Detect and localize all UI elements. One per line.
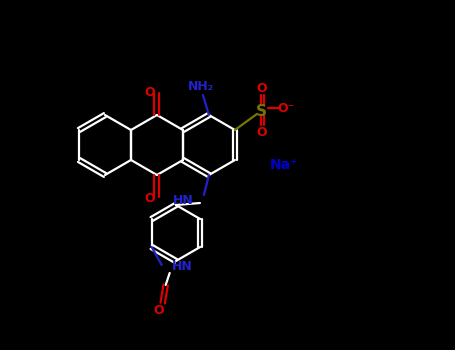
Text: O: O	[257, 82, 267, 95]
Text: HN: HN	[173, 195, 194, 208]
Text: O⁻: O⁻	[277, 102, 294, 114]
Text: O: O	[153, 303, 164, 316]
Text: O: O	[145, 191, 155, 204]
Text: NH₂: NH₂	[188, 79, 214, 92]
Text: HN: HN	[172, 260, 192, 273]
Text: O: O	[257, 126, 267, 139]
Text: S: S	[255, 104, 267, 119]
Text: O: O	[145, 85, 155, 98]
Text: Na⁺: Na⁺	[270, 158, 298, 172]
